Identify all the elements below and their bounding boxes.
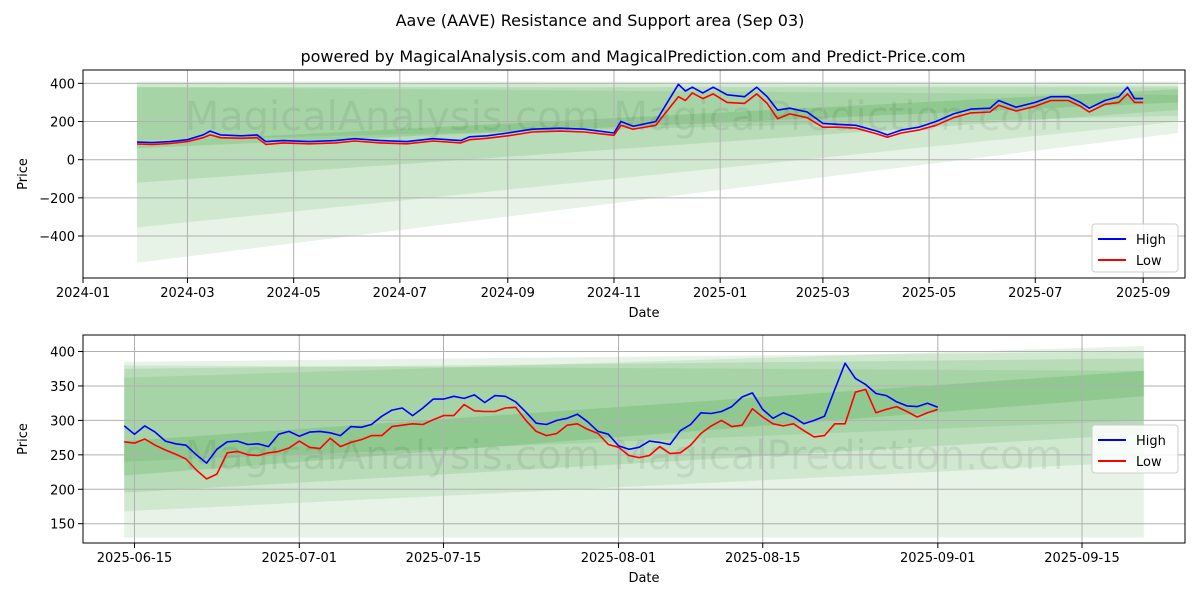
legend: High Low: [1091, 223, 1179, 273]
legend-label-high: High: [1136, 233, 1166, 248]
plot-frame: [82, 69, 1186, 279]
y-tick-label: 200: [50, 483, 75, 498]
x-tick-label: 2025-03: [796, 286, 850, 301]
legend-box: [1091, 223, 1179, 273]
x-tick-label: 2024-01: [56, 286, 110, 301]
y-tick-label: −200: [39, 192, 75, 207]
x-axis-label: Date: [628, 571, 659, 586]
y-tick-label: 400: [50, 346, 75, 361]
grid: 2024-01 2024-03 2024-05 2024-07 2024-09 2024-…: [39, 70, 1185, 301]
bottom-chart-panel: MagicalAnalysis.com MagicalPrediction.co…: [16, 334, 1186, 586]
x-tick-label: 2025-07-01: [261, 551, 337, 566]
y-tick-label: 300: [50, 414, 75, 429]
x-tick-label: 2024-05: [266, 286, 320, 301]
x-tick-label: 2024-07: [373, 286, 427, 301]
grid: 2025-06-15 2025-07-01 2025-07-15 2025-08-01…: [50, 335, 1185, 566]
chart-title: Aave (AAVE) Resistance and Support area …: [396, 11, 805, 30]
band-2: [136, 83, 1179, 228]
y-tick-label: 400: [50, 77, 75, 92]
x-tick-label: 2024-09: [481, 286, 535, 301]
x-tick-label: 2025-08-15: [725, 551, 801, 566]
legend: High Low: [1091, 424, 1179, 474]
x-tick-label: 2025-09-15: [1044, 551, 1120, 566]
x-tick-label: 2024-03: [160, 286, 214, 301]
x-tick-label: 2025-06-15: [97, 551, 173, 566]
y-tick-label: 200: [50, 116, 75, 131]
top-chart-panel: MagicalAnalysis.com MagicalPrediction.co…: [16, 69, 1186, 321]
series-line-low: [136, 92, 1144, 146]
series-line-low: [124, 388, 939, 480]
band-5: [136, 87, 1179, 141]
y-tick-label: 350: [50, 380, 75, 395]
band-3: [124, 358, 1144, 493]
legend-label-low: Low: [1136, 254, 1162, 269]
y-axis-label: Price: [16, 158, 31, 190]
series-line-high: [136, 83, 1144, 144]
legend-box: [1091, 424, 1179, 474]
x-axis-label: Date: [628, 306, 659, 321]
x-tick-label: 2025-07: [1008, 286, 1062, 301]
x-tick-label: 2025-07-15: [406, 551, 482, 566]
watermark: MagicalAnalysis.com MagicalPrediction.co…: [185, 433, 1064, 479]
y-tick-label: 250: [50, 449, 75, 464]
series-lines: [136, 83, 1144, 146]
y-axis-label: Price: [16, 423, 31, 455]
x-tick-label: 2025-01: [693, 286, 747, 301]
series-lines: [123, 362, 939, 480]
band-3: [136, 87, 1179, 183]
series-line-high: [123, 362, 939, 464]
legend-label-high: High: [1136, 434, 1166, 449]
x-tick-label: 2025-08-01: [581, 551, 657, 566]
legend-label-low: Low: [1136, 455, 1162, 470]
y-tick-label: 0: [67, 154, 75, 169]
y-tick-label: 150: [50, 518, 75, 533]
watermark: MagicalAnalysis.com MagicalPrediction.co…: [185, 94, 1064, 140]
y-tick-label: −400: [39, 230, 75, 245]
x-tick-label: 2025-05: [902, 286, 956, 301]
chart-subtitle: powered by MagicalAnalysis.com and Magic…: [300, 47, 965, 66]
band-2: [124, 351, 1144, 512]
x-tick-label: 2024-11: [587, 286, 641, 301]
plot-frame: [82, 334, 1186, 544]
x-tick-label: 2025-09: [1116, 286, 1170, 301]
x-tick-label: 2025-09-01: [900, 551, 976, 566]
band-5: [124, 365, 1144, 462]
